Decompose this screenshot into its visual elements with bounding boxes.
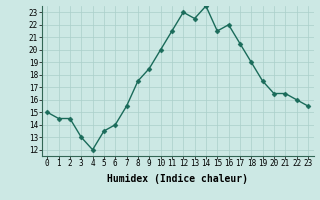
X-axis label: Humidex (Indice chaleur): Humidex (Indice chaleur) — [107, 174, 248, 184]
